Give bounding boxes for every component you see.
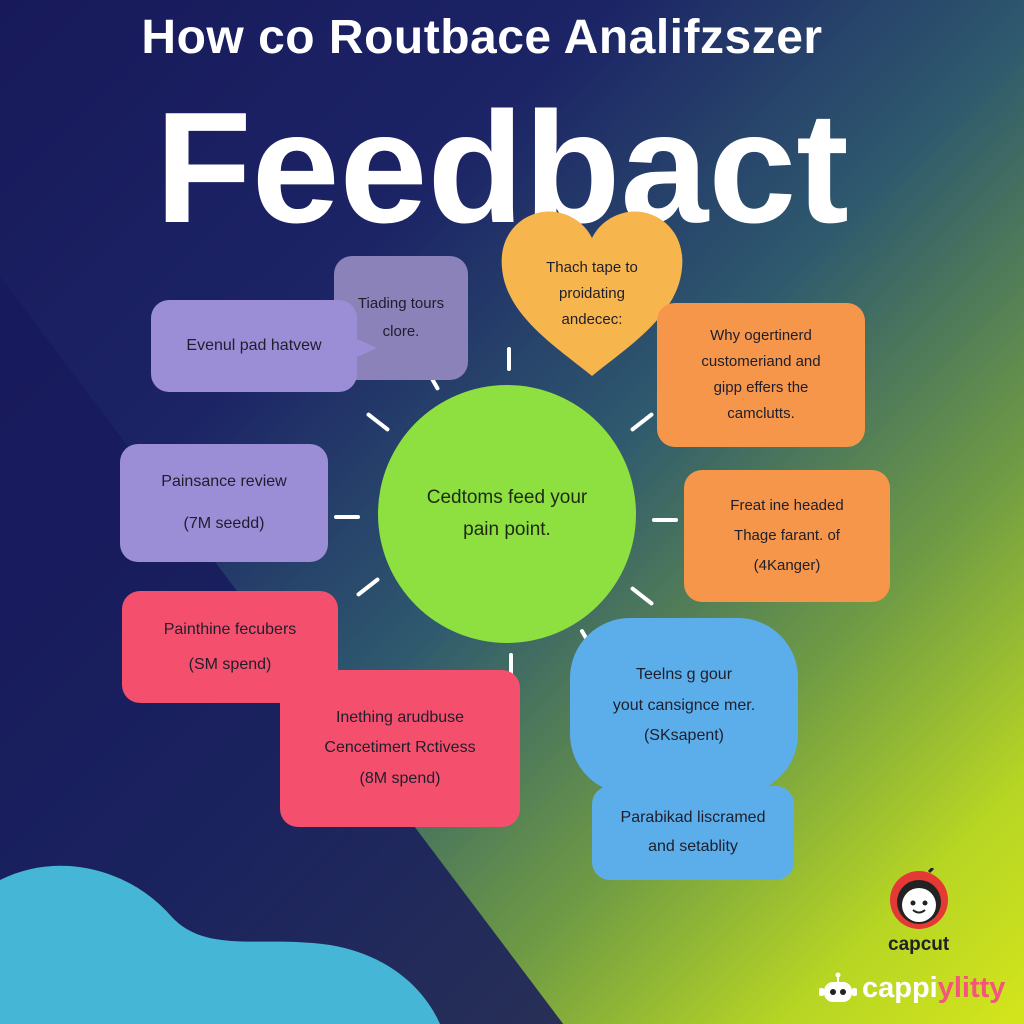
node-text: customeriand and [701, 352, 821, 370]
node-text: Painsance review [161, 473, 287, 491]
node-text: yout cansignce mer. [612, 696, 756, 714]
node-text: Parabikad liscramed [620, 809, 766, 827]
logo-text-main: cappi [862, 972, 938, 1004]
node-inething-arudbuse: Inething arudbuse Cencetimert Rctivess (… [280, 670, 520, 827]
capcut-logo-text: capcut [888, 934, 950, 955]
diagram-subtitle: How co Routbace Analifzszer [141, 11, 823, 64]
node-text: Thach tape to [546, 258, 638, 276]
node-text: proidating [559, 284, 625, 302]
hub-circle: Cedtoms feed your pain point. [378, 385, 636, 643]
connector-tick [652, 518, 678, 522]
node-text: Cencetimert Rctivess [324, 739, 476, 757]
node-text: (4Kanger) [753, 557, 821, 574]
node-text: Freat ine headed [730, 497, 844, 514]
node-painsance-review: Painsance review (7M seedd) [120, 444, 328, 562]
node-text: Teelns g gour [635, 666, 733, 684]
node-text: Painthine fecubers [163, 620, 297, 638]
node-why-ogertinerd: Why ogertinerd customeriand and gipp eff… [657, 303, 865, 447]
hub-text-line2: pain point. [463, 519, 551, 540]
node-text: Why ogertinerd [710, 326, 812, 344]
cappiylitty-logo-text: cappiylitty [862, 972, 1005, 1005]
node-freat-headed: Freat ine headed Thage farant. of (4Kang… [684, 470, 890, 602]
node-heart-text: Thach tape to proidating andecec: [518, 246, 666, 342]
node-text: Tiading tours [357, 294, 445, 312]
node-text: andecec: [561, 311, 623, 329]
heart-shape-icon [501, 211, 683, 376]
diagram-title: Feedbact [155, 80, 849, 256]
node-text: (SM spend) [188, 656, 272, 673]
capcut-mascot-logo-icon [890, 868, 948, 929]
node-text: clore. [382, 323, 420, 340]
logo-text-accent: ylitty [937, 972, 1006, 1004]
node-text: (SKsapent) [643, 727, 725, 745]
node-text: Evenul pad hatvew [186, 336, 322, 354]
node-text: (7M seedd) [183, 515, 265, 532]
node-teelns-gour: Teelns g gour yout cansignce mer. (SKsap… [570, 618, 798, 794]
connector-tick [334, 515, 360, 519]
robot-logo-icon [819, 972, 857, 1002]
node-text: gipp effers the [713, 379, 809, 396]
hub-text-line1: Cedtoms feed your [426, 486, 588, 508]
node-eventual-pad: Evenul pad hatvew [151, 300, 357, 392]
node-text: (8M spend) [359, 769, 441, 787]
speech-pointer-icon [355, 338, 377, 358]
node-text: camclutts. [727, 405, 795, 423]
node-text: Thage farant. of [734, 527, 840, 544]
node-parabikad: Parabikad liscramed and setablity [592, 786, 794, 880]
node-text: and setablity [648, 838, 738, 855]
node-text: Inething arudbuse [335, 708, 465, 726]
